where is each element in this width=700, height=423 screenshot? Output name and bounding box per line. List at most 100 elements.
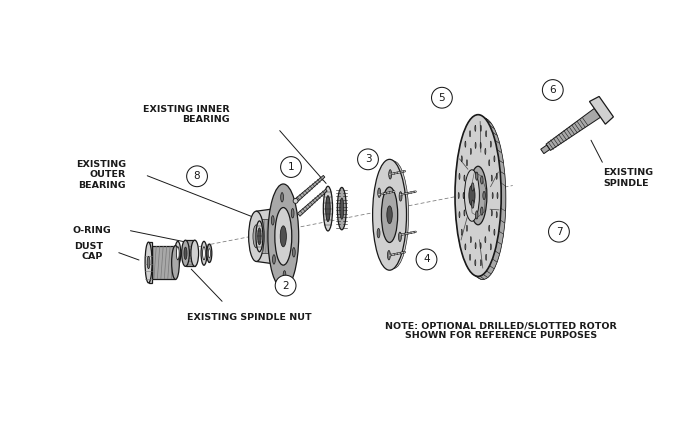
Polygon shape <box>470 117 477 123</box>
Ellipse shape <box>489 225 490 231</box>
Polygon shape <box>256 208 284 265</box>
Polygon shape <box>477 276 484 279</box>
Ellipse shape <box>145 242 152 283</box>
Text: 8: 8 <box>194 171 200 181</box>
Polygon shape <box>461 132 468 143</box>
Ellipse shape <box>475 260 476 266</box>
Ellipse shape <box>275 208 292 265</box>
Ellipse shape <box>481 207 483 215</box>
Ellipse shape <box>337 187 346 230</box>
Ellipse shape <box>472 183 474 191</box>
Polygon shape <box>467 120 475 129</box>
Ellipse shape <box>465 170 480 221</box>
Ellipse shape <box>481 176 483 184</box>
Ellipse shape <box>207 244 212 263</box>
Polygon shape <box>497 231 503 244</box>
Ellipse shape <box>326 196 330 222</box>
Polygon shape <box>455 171 461 186</box>
Polygon shape <box>464 259 471 269</box>
Ellipse shape <box>182 240 189 266</box>
Polygon shape <box>500 171 505 186</box>
Ellipse shape <box>340 198 344 219</box>
Ellipse shape <box>460 118 506 280</box>
Polygon shape <box>489 259 497 269</box>
Polygon shape <box>295 176 325 202</box>
Polygon shape <box>483 117 491 123</box>
Polygon shape <box>499 220 505 234</box>
Ellipse shape <box>466 225 468 231</box>
Polygon shape <box>459 140 466 153</box>
Ellipse shape <box>475 172 478 180</box>
Ellipse shape <box>475 243 476 249</box>
Ellipse shape <box>280 226 286 247</box>
Ellipse shape <box>377 228 380 238</box>
Ellipse shape <box>175 242 181 265</box>
Ellipse shape <box>497 192 498 198</box>
Polygon shape <box>473 115 481 120</box>
Ellipse shape <box>490 141 491 147</box>
Ellipse shape <box>399 192 402 201</box>
Ellipse shape <box>459 173 460 179</box>
Ellipse shape <box>483 192 485 200</box>
Ellipse shape <box>372 159 407 270</box>
Text: 7: 7 <box>556 227 562 237</box>
Text: 6: 6 <box>550 85 556 95</box>
Ellipse shape <box>480 125 482 132</box>
Ellipse shape <box>172 246 179 280</box>
Ellipse shape <box>470 236 471 243</box>
Circle shape <box>542 80 564 100</box>
Polygon shape <box>483 271 491 277</box>
Ellipse shape <box>461 229 462 235</box>
Ellipse shape <box>272 255 275 264</box>
Polygon shape <box>473 275 481 279</box>
Ellipse shape <box>209 249 211 258</box>
Ellipse shape <box>256 221 263 252</box>
Polygon shape <box>153 246 176 280</box>
Ellipse shape <box>494 229 495 235</box>
Ellipse shape <box>191 240 199 266</box>
Ellipse shape <box>176 247 179 260</box>
Polygon shape <box>500 208 505 223</box>
Polygon shape <box>467 266 475 274</box>
Text: 2: 2 <box>282 280 289 291</box>
Polygon shape <box>499 160 505 174</box>
Ellipse shape <box>465 141 466 147</box>
Ellipse shape <box>489 160 490 166</box>
Circle shape <box>281 157 302 177</box>
Polygon shape <box>497 150 503 163</box>
Polygon shape <box>258 220 284 253</box>
Ellipse shape <box>268 184 299 288</box>
Polygon shape <box>148 242 153 283</box>
Ellipse shape <box>378 188 381 198</box>
Polygon shape <box>492 132 500 143</box>
Polygon shape <box>480 115 488 120</box>
Polygon shape <box>456 220 462 234</box>
Ellipse shape <box>248 211 264 261</box>
Ellipse shape <box>494 156 495 162</box>
Ellipse shape <box>323 186 332 231</box>
Circle shape <box>358 149 379 170</box>
Ellipse shape <box>491 175 492 181</box>
Ellipse shape <box>283 271 286 280</box>
Text: EXISTING SPINDLE NUT: EXISTING SPINDLE NUT <box>187 313 312 322</box>
Ellipse shape <box>202 247 205 260</box>
Circle shape <box>275 275 296 296</box>
Polygon shape <box>486 120 494 129</box>
Text: 3: 3 <box>365 154 371 164</box>
Polygon shape <box>492 251 500 262</box>
Ellipse shape <box>147 256 150 269</box>
Ellipse shape <box>463 192 464 198</box>
Text: EXISTING
SPINDLE: EXISTING SPINDLE <box>603 168 654 187</box>
Ellipse shape <box>496 212 497 218</box>
Polygon shape <box>459 242 466 254</box>
Ellipse shape <box>281 192 284 202</box>
Text: NOTE: OPTIONAL DRILLED/SLOTTED ROTOR
SHOWN FOR REFERENCE PURPOSES: NOTE: OPTIONAL DRILLED/SLOTTED ROTOR SHO… <box>385 321 617 341</box>
Ellipse shape <box>475 211 478 219</box>
Ellipse shape <box>458 192 459 198</box>
Ellipse shape <box>480 243 481 249</box>
Ellipse shape <box>293 247 295 257</box>
Ellipse shape <box>485 236 486 243</box>
Ellipse shape <box>490 244 491 250</box>
Ellipse shape <box>472 200 474 208</box>
Polygon shape <box>489 125 497 135</box>
